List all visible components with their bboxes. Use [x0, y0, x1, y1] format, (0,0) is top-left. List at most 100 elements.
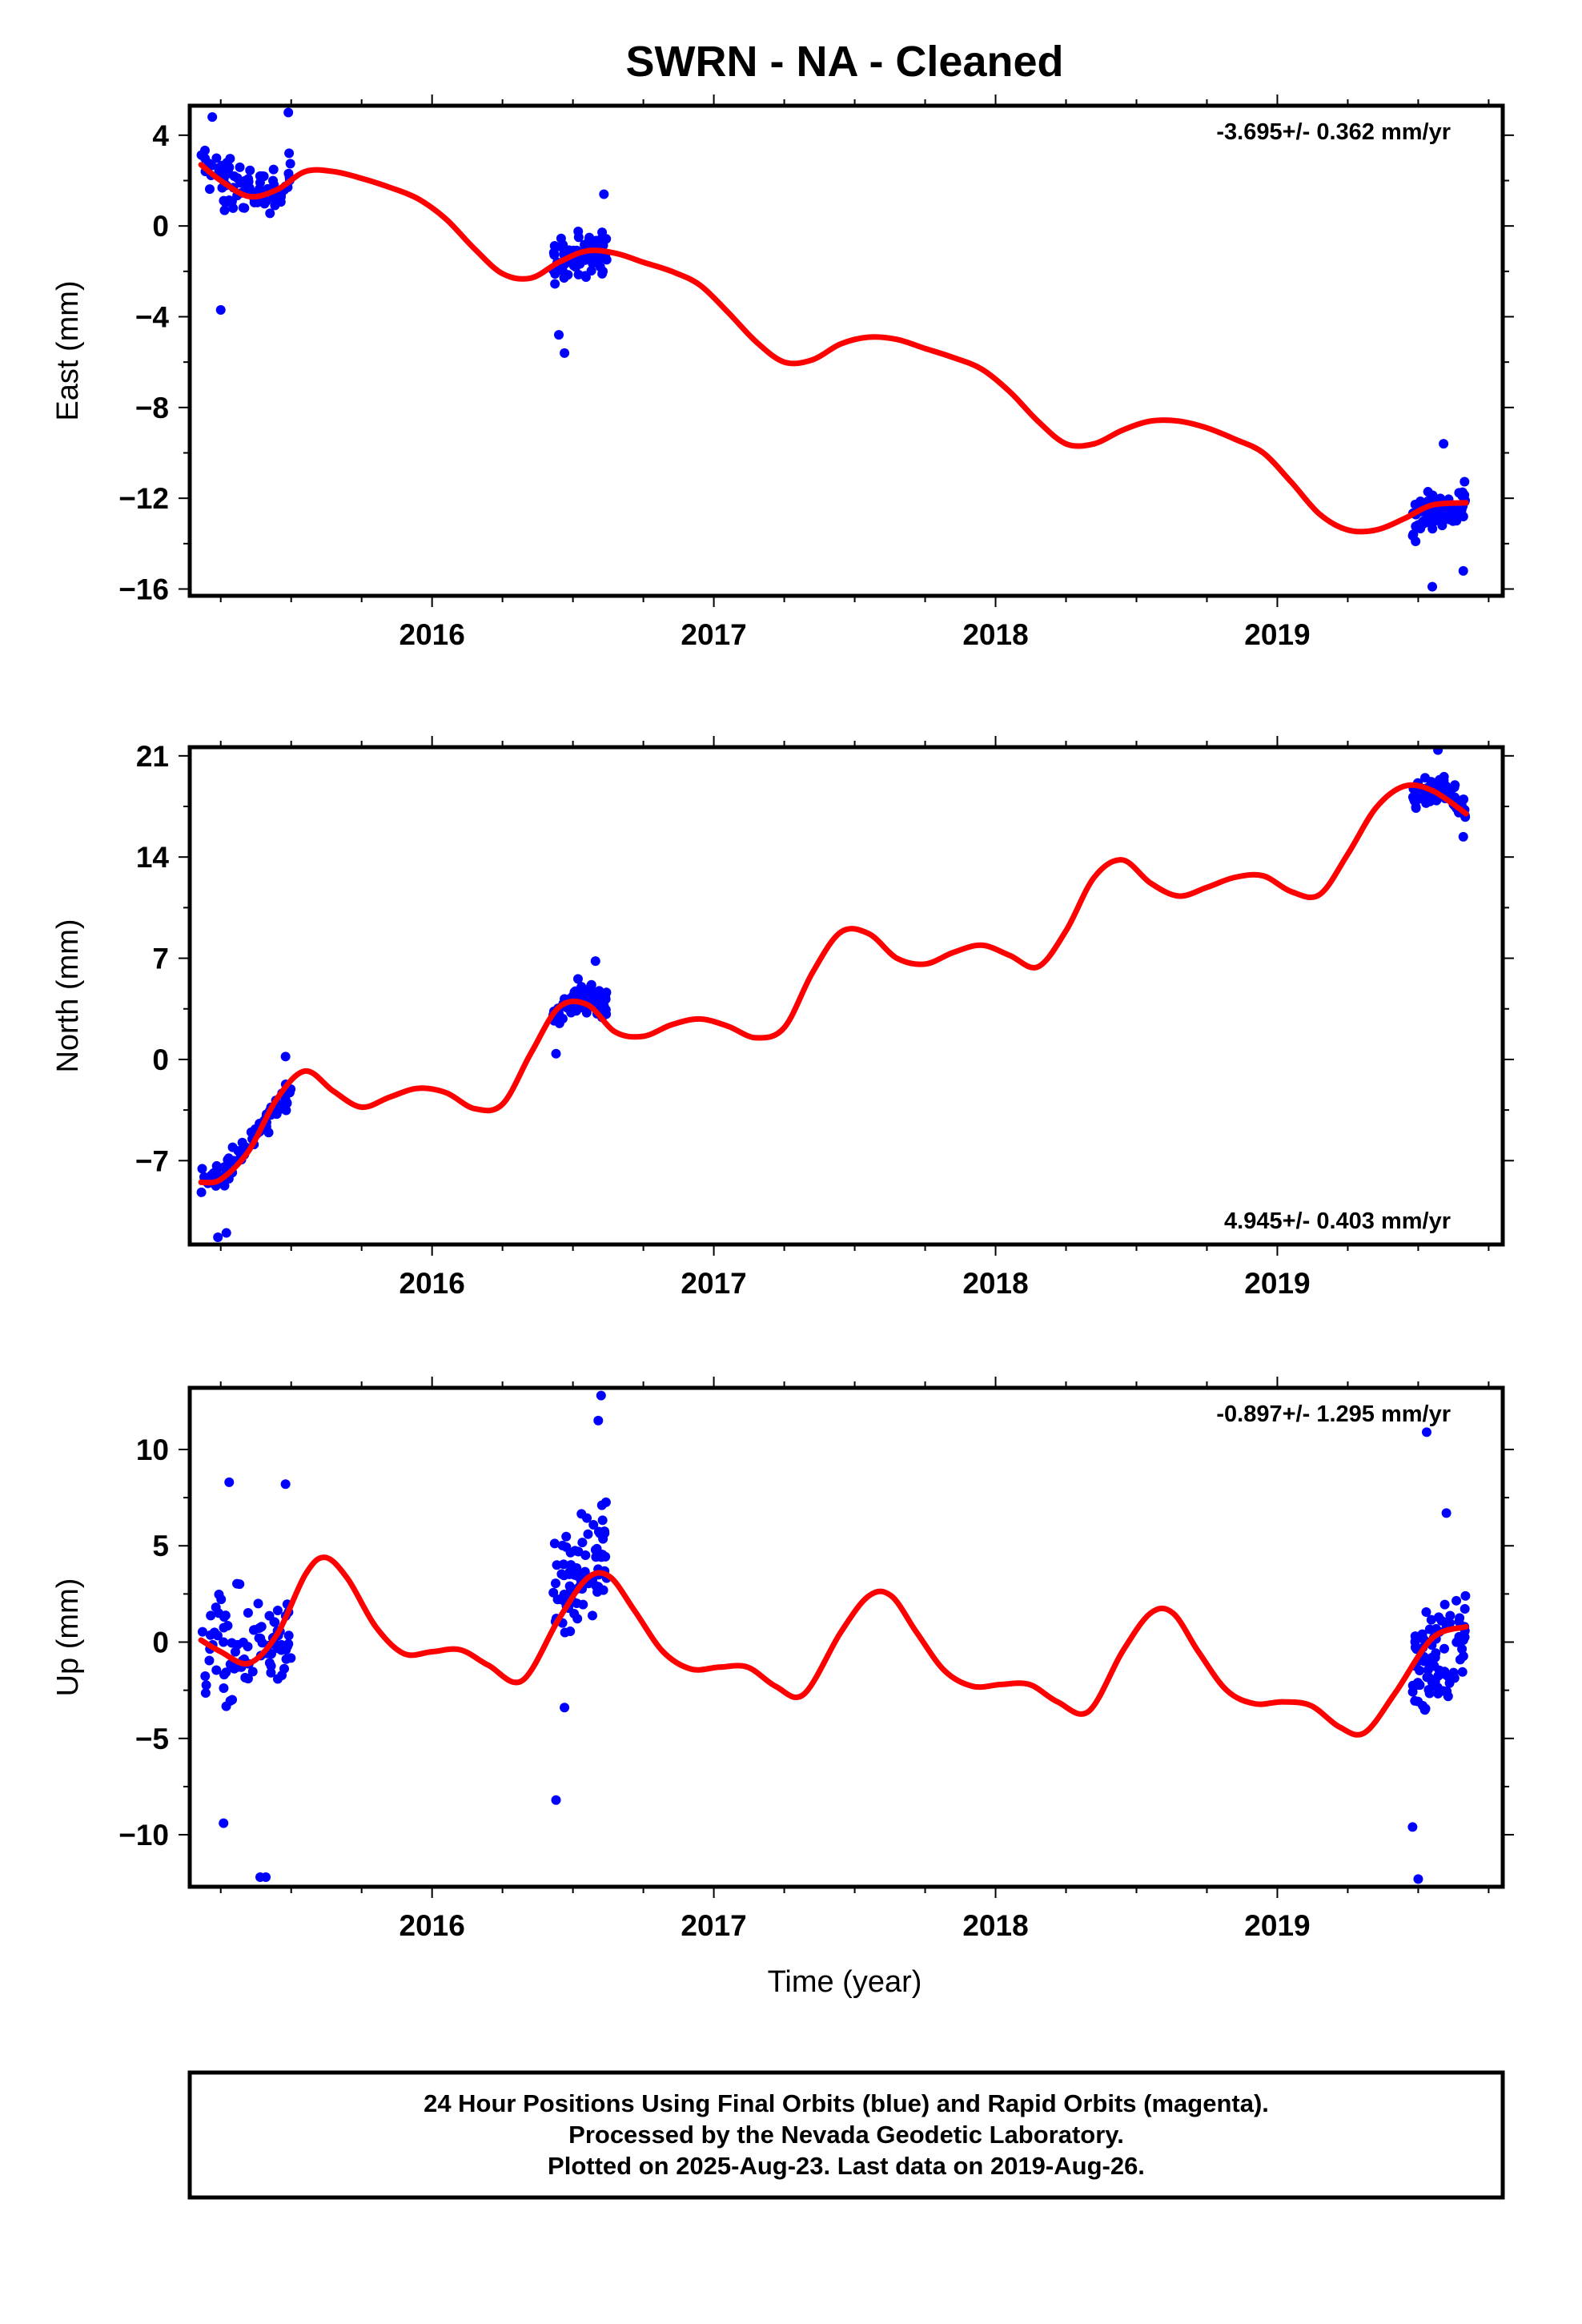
data-point [222, 157, 232, 167]
data-point [580, 271, 591, 282]
data-point [573, 227, 584, 237]
data-point [1408, 529, 1419, 540]
data-point [573, 269, 584, 279]
data-point [212, 1630, 223, 1641]
data-point [1420, 1703, 1431, 1714]
footer-line-2: Processed by the Nevada Geodetic Laborat… [568, 2121, 1124, 2149]
model-fit-line [198, 782, 1469, 1186]
data-point-outlier [221, 1228, 231, 1238]
data-point [1429, 517, 1439, 527]
data-point [254, 1633, 264, 1643]
data-point [601, 987, 612, 998]
data-point [197, 1626, 207, 1637]
y-tick-label: −7 [135, 1144, 169, 1177]
plot-area [196, 747, 1471, 1242]
data-point [243, 1674, 253, 1684]
footer-frame [187, 2070, 1505, 2200]
data-point [211, 1160, 222, 1171]
data-point-outlier [560, 1703, 570, 1713]
figure-title: SWRN - NA - Cleaned [625, 38, 1063, 86]
data-point-outlier [1458, 831, 1468, 842]
x-tick-label: 2018 [962, 618, 1028, 651]
data-point [285, 159, 295, 169]
data-point [223, 168, 234, 179]
data-point [561, 1542, 572, 1552]
data-point [1455, 1655, 1465, 1665]
data-point [1443, 504, 1454, 514]
data-point [1457, 1667, 1468, 1677]
data-point [214, 165, 224, 175]
data-point [286, 1653, 296, 1663]
data-point [270, 1617, 280, 1627]
data-point [197, 1164, 207, 1174]
data-point-outlier [261, 1872, 271, 1882]
data-point [600, 1497, 611, 1507]
data-point [572, 974, 583, 984]
data-point [219, 1162, 229, 1172]
data-point [206, 1610, 216, 1621]
data-point [216, 1594, 227, 1605]
data-point [200, 153, 211, 163]
footer-line-3: Plotted on 2025-Aug-23. Last data on 201… [548, 2152, 1145, 2180]
data-point [1443, 1691, 1453, 1702]
data-point [1458, 1635, 1468, 1646]
data-point [1419, 518, 1429, 529]
y-tick-label: 4 [152, 119, 169, 152]
data-point [561, 1531, 572, 1542]
y-tick-label: −10 [118, 1819, 169, 1852]
data-point [548, 1587, 559, 1598]
y-tick-label: 10 [136, 1433, 169, 1466]
data-point [565, 1626, 576, 1637]
data-point [283, 1630, 294, 1641]
data-point-outlier [560, 348, 570, 358]
data-point-outlier [593, 1415, 604, 1425]
data-point [1422, 1672, 1432, 1683]
data-point [551, 1578, 561, 1589]
footer-line-1: 24 Hour Positions Using Final Orbits (bl… [424, 2089, 1269, 2117]
data-point [205, 1630, 215, 1640]
data-point [1457, 1644, 1468, 1655]
data-point [582, 985, 592, 995]
y-tick-label: 0 [152, 1043, 169, 1076]
data-point [200, 1688, 211, 1699]
y-tick-label: 0 [152, 210, 169, 243]
x-tick-label: 2016 [400, 618, 465, 651]
x-tick-label: 2018 [962, 1909, 1028, 1942]
up-panel: 2016 2017 2018 2019 10 5 0 −5 −10 Up (mm) -0.897+/… [51, 1377, 1514, 1942]
data-point [219, 1637, 229, 1647]
data-point [259, 199, 270, 209]
data-point [550, 268, 560, 279]
data-point-outlier [283, 107, 294, 118]
data-point [1423, 510, 1433, 521]
data-point [580, 1550, 591, 1560]
data-point [196, 1187, 207, 1197]
data-point [1429, 1661, 1439, 1671]
data-point [1434, 775, 1444, 786]
y-tick-label: 21 [136, 740, 169, 773]
data-point [560, 244, 571, 255]
data-point [549, 1538, 560, 1549]
data-point [235, 162, 245, 172]
data-point [559, 272, 569, 283]
data-point-outlier [215, 305, 226, 315]
data-point [227, 1695, 238, 1705]
data-point [588, 252, 599, 263]
data-point [1452, 1595, 1462, 1606]
data-point [243, 174, 254, 184]
data-point [1460, 476, 1470, 487]
data-point [223, 1155, 233, 1165]
data-point [549, 250, 560, 260]
data-point [1423, 1685, 1434, 1695]
plot-frame [187, 103, 1505, 598]
data-point [586, 266, 596, 276]
data-point [200, 1671, 211, 1681]
model-fit-line [198, 162, 1469, 535]
data-point [284, 148, 295, 159]
data-point [265, 208, 275, 219]
data-point [1430, 1652, 1440, 1663]
data-point [1424, 1624, 1435, 1634]
y-axis-label: Up (mm) [51, 1578, 85, 1697]
data-point [1434, 1612, 1444, 1622]
data-point [1409, 796, 1419, 806]
data-point [1411, 1634, 1421, 1645]
